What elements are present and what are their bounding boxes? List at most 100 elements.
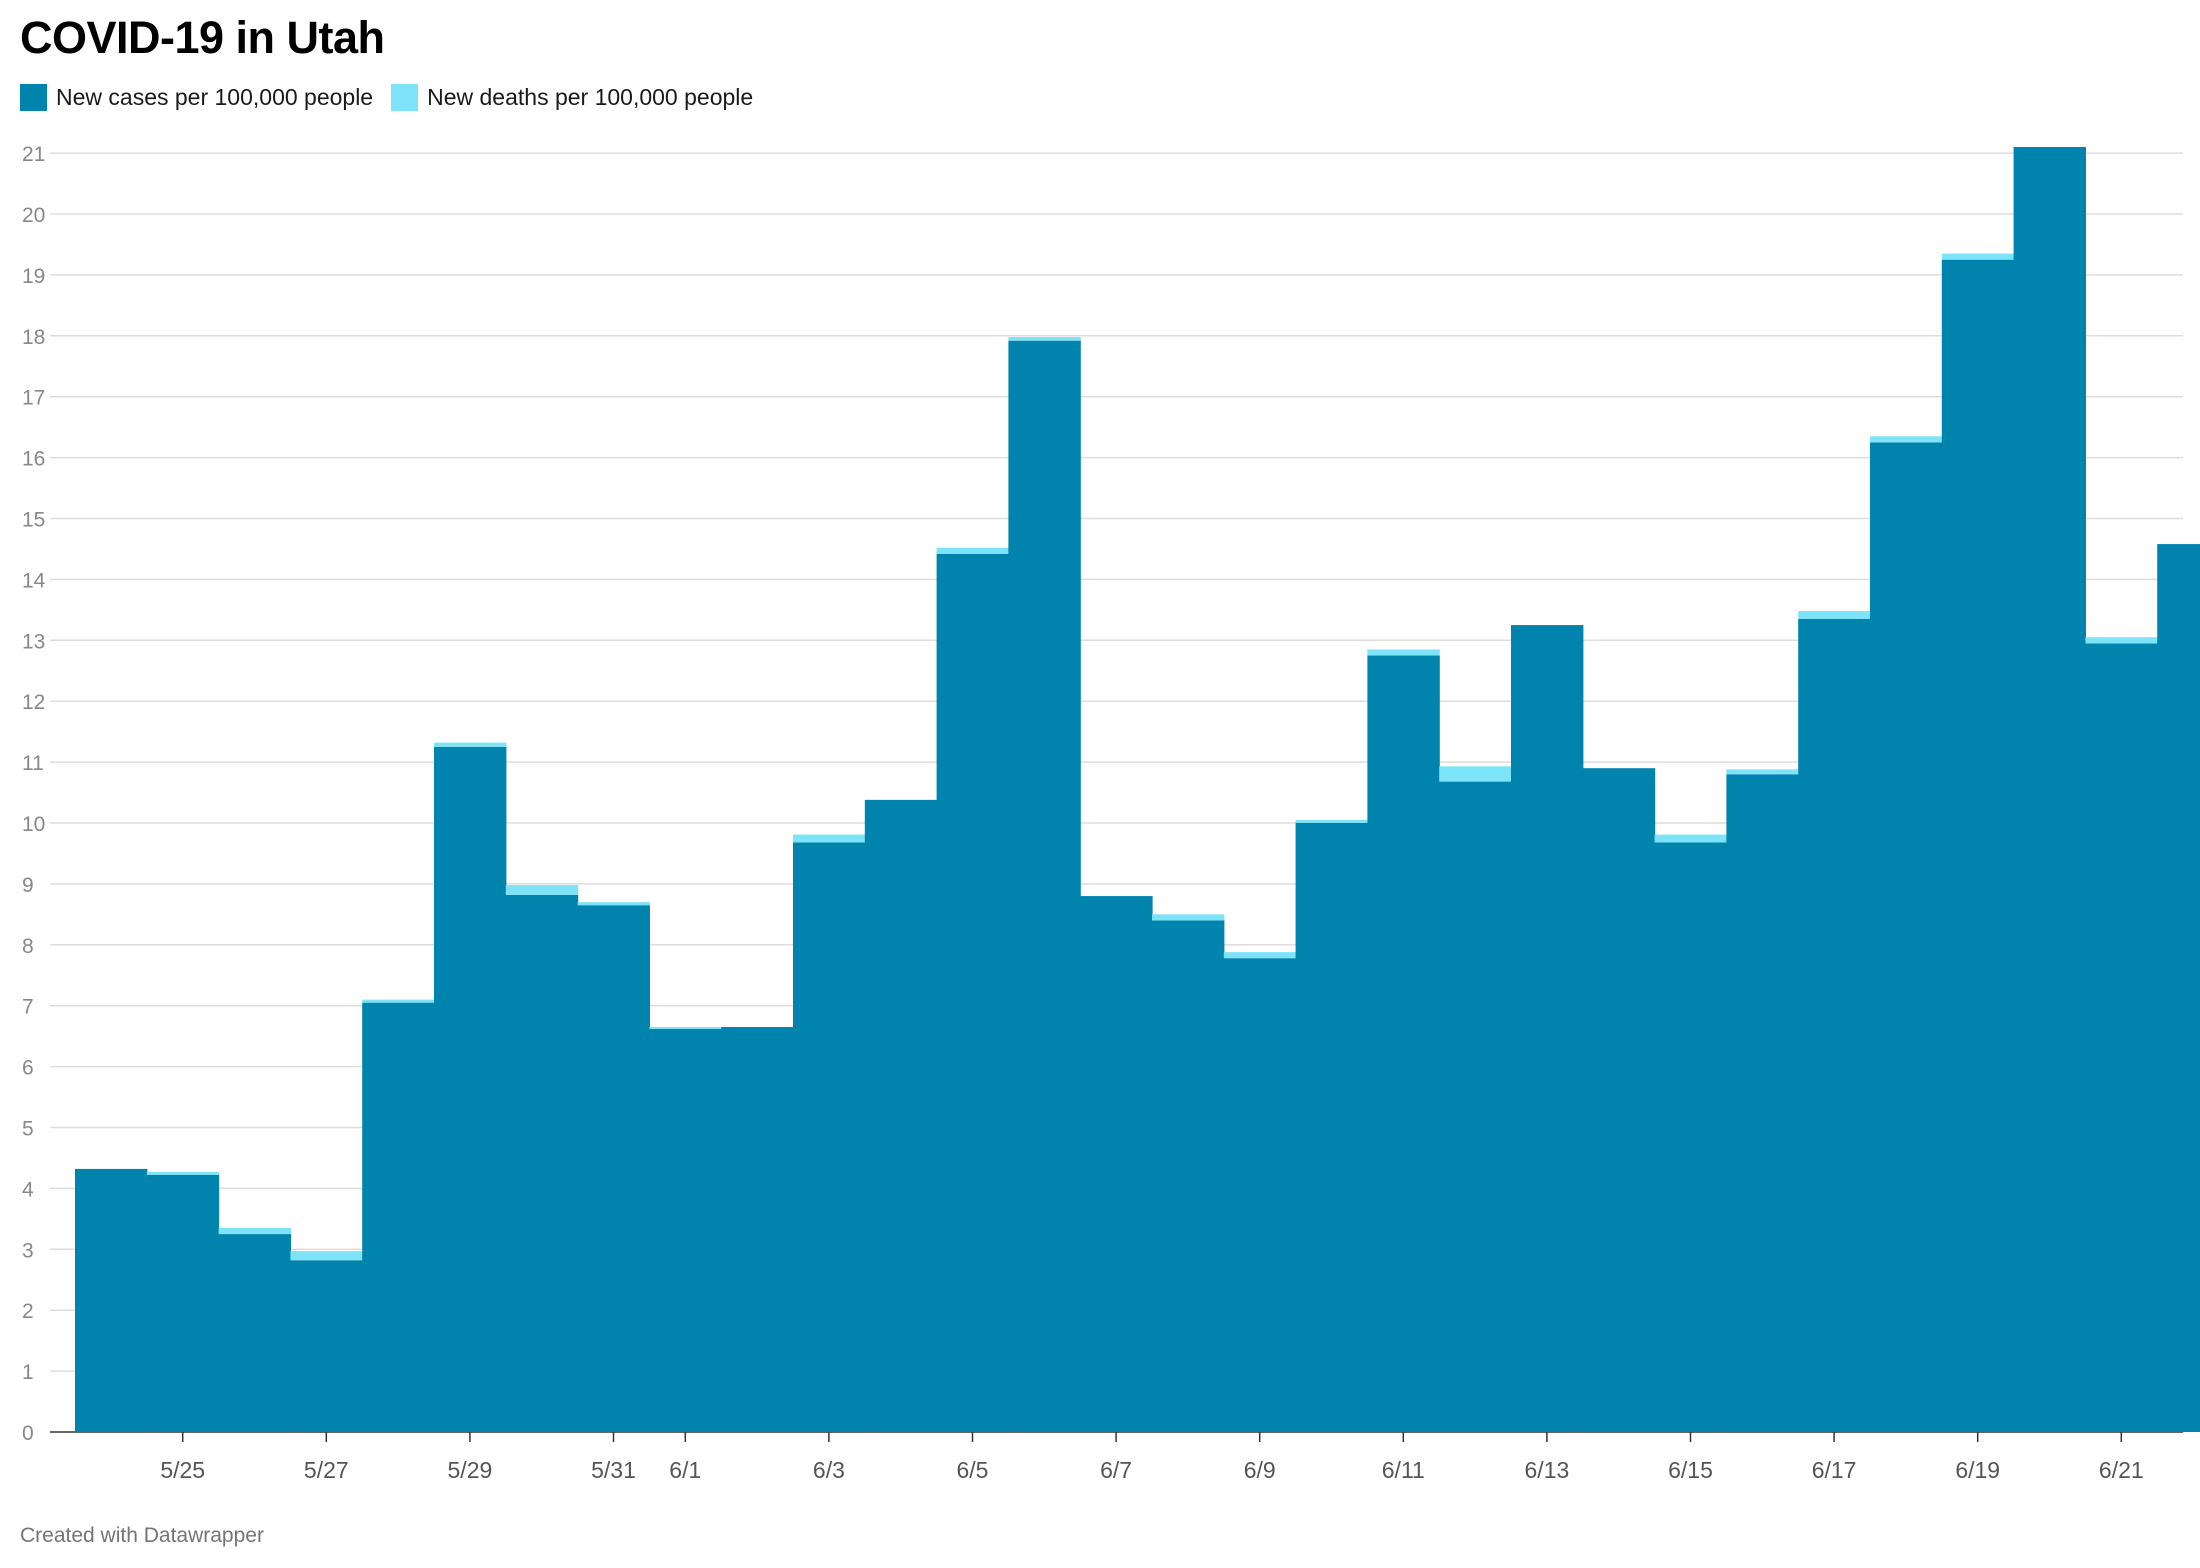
cases-bar xyxy=(1152,920,1225,1432)
deaths-bar xyxy=(1439,766,1512,782)
cases-bar xyxy=(2013,147,2086,1432)
cases-bar xyxy=(1870,442,1943,1432)
deaths-bar xyxy=(434,742,507,747)
x-tick-label: 5/29 xyxy=(448,1457,493,1483)
cases-bar xyxy=(1511,625,1584,1432)
y-tick-label: 16 xyxy=(22,448,45,471)
cases-bar xyxy=(1295,823,1368,1432)
cases-bar xyxy=(1941,259,2015,1432)
deaths-bar xyxy=(2085,637,2158,644)
y-tick-label: 14 xyxy=(22,569,46,592)
cases-bar xyxy=(649,1028,722,1432)
deaths-bar xyxy=(936,547,1009,554)
legend-swatch-deaths xyxy=(391,84,419,111)
x-tick-label: 6/11 xyxy=(1382,1457,1425,1483)
deaths-bar xyxy=(793,834,866,843)
cases-bar xyxy=(1726,774,1799,1432)
cases-bar xyxy=(936,553,1009,1432)
cases-bar xyxy=(793,842,866,1432)
deaths-bar xyxy=(290,1251,363,1261)
cases-bar xyxy=(218,1234,291,1432)
deaths-bar xyxy=(577,902,650,906)
y-tick-label: 0 xyxy=(22,1422,34,1445)
cases-bar xyxy=(1798,618,1871,1432)
cases-bar xyxy=(577,905,650,1432)
y-tick-label: 15 xyxy=(22,509,45,532)
cases-bar xyxy=(1654,842,1727,1432)
cases-bar xyxy=(721,1027,794,1432)
deaths-bar xyxy=(1726,769,1799,775)
chart-title: COVID-19 in Utah xyxy=(20,12,385,63)
x-tick-label: 6/1 xyxy=(669,1457,701,1483)
deaths-bar xyxy=(1367,649,1440,656)
x-tick-label: 6/17 xyxy=(1812,1457,1857,1483)
deaths-bar xyxy=(1941,253,2015,260)
cases-bar xyxy=(434,746,507,1432)
deaths-bar xyxy=(218,1227,291,1235)
legend: New cases per 100,000 people New deaths … xyxy=(20,84,753,111)
y-tick-label: 20 xyxy=(22,204,45,227)
deaths-bar xyxy=(1654,834,1727,843)
y-tick-label: 4 xyxy=(22,1178,34,1201)
y-tick-label: 3 xyxy=(22,1239,34,1262)
y-tick-label: 17 xyxy=(22,387,45,410)
y-tick-label: 12 xyxy=(22,691,45,714)
cases-bar xyxy=(864,799,938,1432)
x-tick-label: 6/21 xyxy=(2099,1457,2144,1483)
deaths-bar xyxy=(146,1171,220,1176)
y-tick-label: 8 xyxy=(22,935,34,958)
y-tick-label: 9 xyxy=(22,874,34,897)
y-tick-label: 11 xyxy=(22,752,44,775)
deaths-bar xyxy=(1295,819,1368,823)
deaths-bar xyxy=(1223,952,1297,959)
legend-label-deaths: New deaths per 100,000 people xyxy=(427,84,754,110)
x-tick-label: 6/7 xyxy=(1100,1457,1132,1483)
cases-bar xyxy=(1008,340,1081,1432)
y-tick-label: 6 xyxy=(22,1057,34,1080)
cases-bar xyxy=(1223,958,1297,1432)
legend-item-cases: New cases per 100,000 people xyxy=(20,84,373,111)
deaths-bar xyxy=(1008,337,1081,341)
deaths-bar xyxy=(362,999,435,1003)
y-tick-label: 10 xyxy=(22,813,45,836)
y-tick-label: 18 xyxy=(22,326,45,349)
y-tick-label: 1 xyxy=(22,1361,34,1384)
deaths-bar xyxy=(505,885,579,895)
y-tick-label: 13 xyxy=(22,630,45,653)
x-tick-label: 5/25 xyxy=(160,1457,205,1483)
cases-bar xyxy=(75,1168,148,1432)
cases-bar xyxy=(362,1002,435,1432)
legend-swatch-cases xyxy=(20,84,47,111)
x-tick-label: 6/15 xyxy=(1668,1457,1713,1483)
x-tick-label: 6/5 xyxy=(957,1457,989,1483)
x-tick-label: 6/13 xyxy=(1525,1457,1570,1483)
credit-text: Created with Datawrapper xyxy=(20,1524,264,1547)
cases-bar xyxy=(290,1260,363,1432)
deaths-bar xyxy=(1152,914,1225,921)
x-tick-label: 6/19 xyxy=(1955,1457,2000,1483)
legend-label-cases: New cases per 100,000 people xyxy=(56,84,374,110)
y-tick-label: 5 xyxy=(22,1118,34,1141)
legend-item-deaths: New deaths per 100,000 people xyxy=(391,84,753,111)
cases-bar xyxy=(2157,544,2200,1432)
deaths-bar xyxy=(649,1027,722,1029)
y-tick-label: 21 xyxy=(22,143,45,166)
x-tick-label: 5/31 xyxy=(591,1457,636,1483)
y-tick-label: 7 xyxy=(22,996,34,1019)
deaths-bar xyxy=(1798,611,1871,619)
y-tick-label: 19 xyxy=(22,265,45,288)
x-tick-label: 6/3 xyxy=(813,1457,845,1483)
cases-bar xyxy=(505,894,579,1432)
y-tick-label: 2 xyxy=(22,1300,34,1323)
cases-bar xyxy=(2085,643,2158,1432)
area-layer xyxy=(75,147,2200,1432)
deaths-bar xyxy=(1870,436,1943,443)
cases-bar xyxy=(1582,768,1656,1432)
cases-bar xyxy=(146,1175,220,1432)
x-tick-label: 6/9 xyxy=(1244,1457,1276,1483)
cases-bar xyxy=(1080,896,1153,1432)
x-tick-label: 5/27 xyxy=(304,1457,349,1483)
cases-bar xyxy=(1439,781,1512,1432)
